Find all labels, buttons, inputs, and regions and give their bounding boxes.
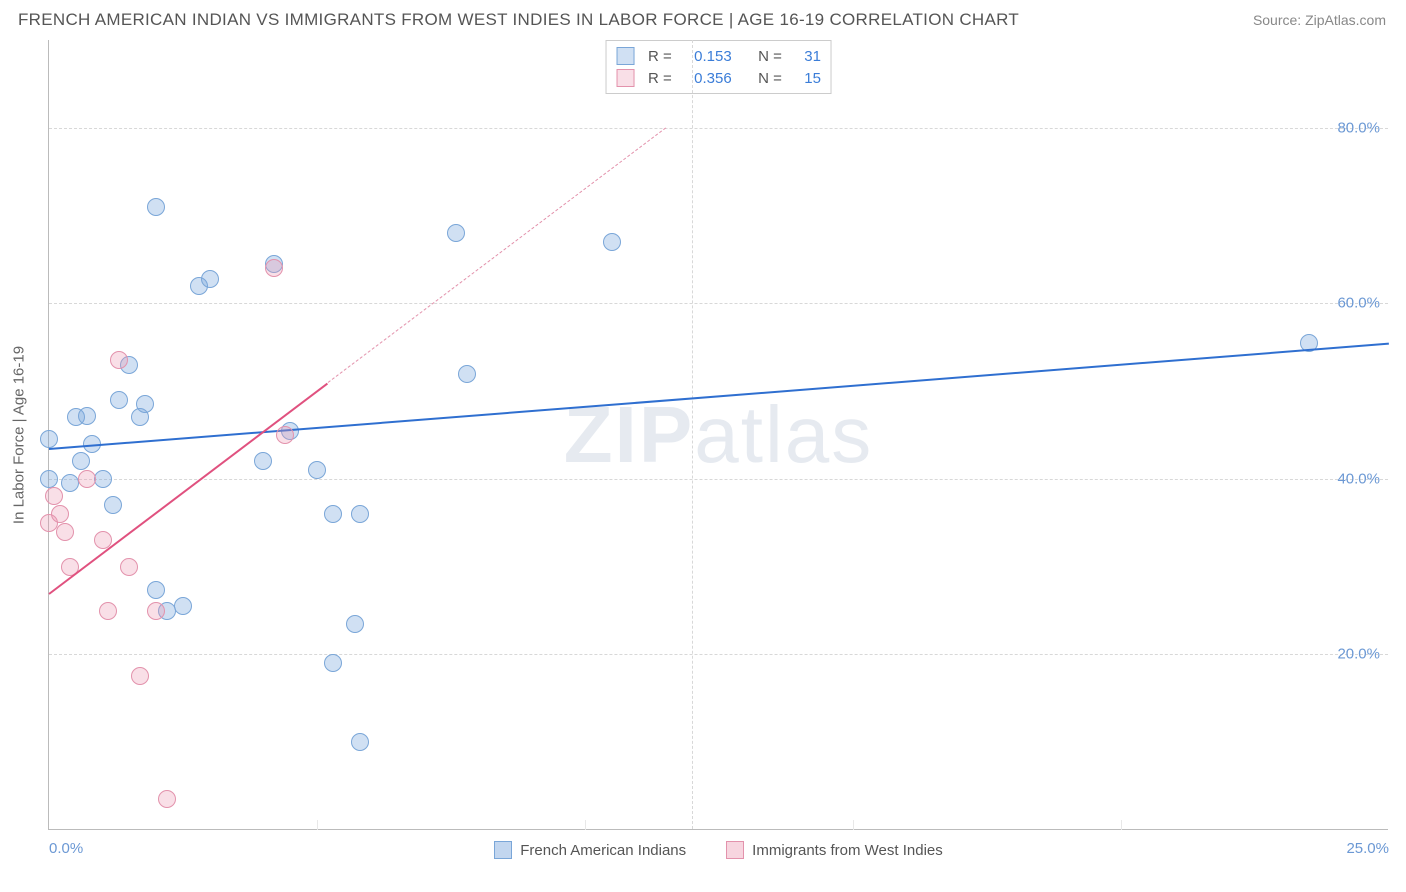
- plot-area: In Labor Force | Age 16-19 ZIPatlas R = …: [48, 40, 1388, 830]
- scatter-point: [40, 430, 58, 448]
- x-tick-label: 0.0%: [49, 840, 83, 857]
- watermark-light: atlas: [694, 390, 873, 479]
- legend-swatch: [616, 47, 634, 65]
- legend-correlation-row: R = 0.153 N = 31: [616, 45, 821, 67]
- legend-r-label: R =: [648, 70, 680, 87]
- scatter-point: [324, 505, 342, 523]
- legend-r-value: 0.153: [694, 48, 732, 65]
- gridline-vertical: [585, 820, 586, 830]
- legend-swatch: [616, 69, 634, 87]
- scatter-point: [174, 597, 192, 615]
- y-tick-label: 40.0%: [1337, 470, 1380, 487]
- scatter-point: [51, 505, 69, 523]
- scatter-point: [201, 270, 219, 288]
- gridline-vertical: [692, 40, 693, 829]
- legend-r-value: 0.356: [694, 70, 732, 87]
- scatter-point: [147, 602, 165, 620]
- scatter-point: [158, 790, 176, 808]
- legend-series: French American Indians Immigrants from W…: [49, 841, 1388, 859]
- scatter-point: [104, 496, 122, 514]
- scatter-point: [603, 233, 621, 251]
- scatter-point: [131, 667, 149, 685]
- scatter-point: [120, 558, 138, 576]
- scatter-point: [147, 581, 165, 599]
- gridline-horizontal: [49, 128, 1388, 129]
- scatter-point: [308, 461, 326, 479]
- y-tick-label: 80.0%: [1337, 119, 1380, 136]
- legend-series-item: Immigrants from West Indies: [726, 841, 943, 859]
- scatter-point: [56, 523, 74, 541]
- trend-line-dashed: [327, 128, 665, 383]
- x-tick-label: 25.0%: [1346, 840, 1389, 857]
- scatter-point: [447, 224, 465, 242]
- scatter-point: [110, 351, 128, 369]
- scatter-point: [40, 470, 58, 488]
- scatter-point: [254, 452, 272, 470]
- legend-series-item: French American Indians: [494, 841, 686, 859]
- scatter-point: [458, 365, 476, 383]
- scatter-point: [147, 198, 165, 216]
- legend-n-value: 15: [804, 70, 821, 87]
- gridline-horizontal: [49, 479, 1388, 480]
- source-label: Source: ZipAtlas.com: [1253, 12, 1386, 28]
- gridline-horizontal: [49, 654, 1388, 655]
- scatter-point: [99, 602, 117, 620]
- legend-swatch: [726, 841, 744, 859]
- scatter-point: [110, 391, 128, 409]
- scatter-point: [45, 487, 63, 505]
- chart-title: FRENCH AMERICAN INDIAN VS IMMIGRANTS FRO…: [18, 10, 1019, 30]
- y-tick-label: 60.0%: [1337, 295, 1380, 312]
- scatter-point: [72, 452, 90, 470]
- y-tick-label: 20.0%: [1337, 646, 1380, 663]
- scatter-point: [351, 505, 369, 523]
- legend-correlation: R = 0.153 N = 31R = 0.356 N = 15: [605, 40, 832, 94]
- scatter-point: [276, 426, 294, 444]
- legend-series-label: French American Indians: [520, 842, 686, 859]
- legend-swatch: [494, 841, 512, 859]
- watermark: ZIPatlas: [564, 389, 873, 481]
- legend-n-label: N =: [746, 48, 791, 65]
- scatter-point: [78, 470, 96, 488]
- scatter-point: [136, 395, 154, 413]
- gridline-vertical: [1121, 820, 1122, 830]
- y-axis-title: In Labor Force | Age 16-19: [11, 345, 28, 523]
- gridline-horizontal: [49, 303, 1388, 304]
- legend-correlation-row: R = 0.356 N = 15: [616, 67, 821, 89]
- scatter-point: [346, 615, 364, 633]
- legend-n-value: 31: [804, 48, 821, 65]
- gridline-vertical: [853, 820, 854, 830]
- legend-r-label: R =: [648, 48, 680, 65]
- scatter-point: [78, 407, 96, 425]
- scatter-point: [351, 733, 369, 751]
- scatter-point: [324, 654, 342, 672]
- legend-series-label: Immigrants from West Indies: [752, 842, 943, 859]
- legend-n-label: N =: [746, 70, 791, 87]
- gridline-vertical: [317, 820, 318, 830]
- scatter-point: [94, 470, 112, 488]
- trend-line: [49, 343, 1389, 450]
- scatter-point: [265, 259, 283, 277]
